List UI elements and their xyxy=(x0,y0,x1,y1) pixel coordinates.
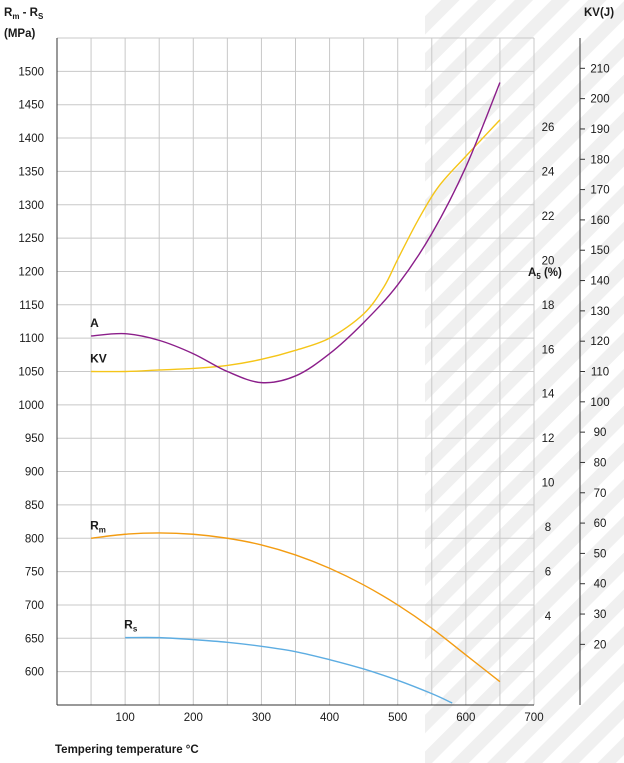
left-axis-tick-labels: 600 650 700 750 800 850 900 950 1000 1050 1100 1150… xyxy=(18,66,44,678)
left-tick-label: 1350 xyxy=(18,166,44,178)
background-watermark xyxy=(425,0,624,763)
left-axis-unit: (MPa) xyxy=(4,28,35,40)
outer-right-tick-label: 90 xyxy=(594,427,607,439)
inner-right-tick-label: 14 xyxy=(542,389,555,401)
left-tick-label: 1400 xyxy=(18,133,44,145)
left-tick-label: 800 xyxy=(25,533,44,545)
series-label-rs: Rs xyxy=(124,618,138,634)
outer-right-tick-label: 60 xyxy=(594,518,607,530)
left-axis-title: Rm - RS xyxy=(4,7,44,21)
left-tick-label: 900 xyxy=(25,467,44,479)
left-tick-label: 1250 xyxy=(18,233,44,245)
inner-right-tick-label: 26 xyxy=(542,122,555,134)
inner-right-tick-label: 20 xyxy=(542,255,555,267)
inner-right-tick-label: 22 xyxy=(542,211,555,223)
x-tick-label: 500 xyxy=(388,712,407,724)
outer-right-tick-label: 40 xyxy=(594,579,607,591)
inner-right-tick-label: 8 xyxy=(545,522,551,534)
left-tick-label: 1150 xyxy=(19,300,44,312)
x-tick-label: 300 xyxy=(252,712,271,724)
inner-right-tick-label: 10 xyxy=(542,478,555,490)
series-label-rm: Rm xyxy=(90,518,106,534)
series-labels: KV A Rm Rs xyxy=(90,316,138,634)
left-tick-label: 950 xyxy=(25,433,44,445)
outer-right-tick-label: 50 xyxy=(594,548,607,560)
inner-right-tick-label: 18 xyxy=(542,300,555,312)
series-label-a: A xyxy=(90,316,99,330)
x-tick-label: 400 xyxy=(320,712,339,724)
outer-right-tick-label: 160 xyxy=(590,215,609,227)
left-tick-label: 1450 xyxy=(18,100,44,112)
x-tick-label: 100 xyxy=(116,712,135,724)
inner-right-axis-title: A5 (%) xyxy=(528,267,562,281)
series-line-rs xyxy=(125,636,453,704)
inner-right-tick-label: 6 xyxy=(545,567,551,579)
inner-right-tick-label: 12 xyxy=(542,433,555,445)
outer-right-tick-label: 110 xyxy=(591,367,609,379)
x-tick-label: 200 xyxy=(184,712,203,724)
outer-right-tick-label: 150 xyxy=(590,245,609,257)
inner-right-tick-label: 4 xyxy=(545,611,552,623)
outer-right-tick-label: 190 xyxy=(590,124,609,136)
x-axis-tick-labels: 100 200 300 400 500 600 700 xyxy=(116,712,544,724)
outer-right-tick-label: 20 xyxy=(594,639,607,651)
left-tick-label: 1100 xyxy=(19,333,44,345)
left-tick-label: 650 xyxy=(25,633,44,645)
left-tick-label: 750 xyxy=(25,567,44,579)
series-label-kv: KV xyxy=(90,352,107,366)
outer-right-tick-label: 200 xyxy=(590,94,609,106)
left-tick-label: 1050 xyxy=(18,367,44,379)
outer-right-tick-label: 80 xyxy=(594,457,607,469)
left-tick-label: 850 xyxy=(25,500,44,512)
outer-right-tick-label: 140 xyxy=(590,276,609,288)
series-lines xyxy=(90,82,501,704)
outer-right-axis-title: KV(J) xyxy=(584,7,614,19)
outer-right-tick-label: 130 xyxy=(590,306,609,318)
inner-right-tick-label: 16 xyxy=(542,344,555,356)
left-tick-label: 600 xyxy=(25,667,44,679)
series-line-a xyxy=(91,82,501,384)
outer-right-axis-tick-labels: 20 30 40 50 60 70 80 90 100 110 120 130 140 150 160 170… xyxy=(580,63,610,651)
left-tick-label: 700 xyxy=(25,600,44,612)
grid xyxy=(57,37,535,705)
inner-right-axis-tick-labels: 4 6 8 10 12 14 16 18 20 22 24 26 xyxy=(542,122,555,623)
x-tick-label: 600 xyxy=(456,712,475,724)
x-tick-label: 700 xyxy=(524,712,543,724)
series-line-rm xyxy=(90,532,501,683)
outer-right-tick-label: 100 xyxy=(590,397,609,409)
inner-right-tick-label: 24 xyxy=(542,166,555,178)
x-axis-title: Tempering temperature °C xyxy=(55,744,199,756)
outer-right-tick-label: 180 xyxy=(590,154,609,166)
left-tick-label: 1500 xyxy=(18,66,44,78)
outer-right-tick-label: 30 xyxy=(594,609,607,621)
left-tick-label: 1000 xyxy=(18,400,44,412)
outer-right-tick-label: 170 xyxy=(590,185,609,197)
series-line-kv xyxy=(91,119,501,373)
outer-right-tick-label: 210 xyxy=(590,63,609,75)
outer-right-tick-label: 70 xyxy=(594,488,607,500)
left-tick-label: 1200 xyxy=(18,266,44,278)
left-tick-label: 1300 xyxy=(18,200,44,212)
outer-right-tick-label: 120 xyxy=(590,336,609,348)
